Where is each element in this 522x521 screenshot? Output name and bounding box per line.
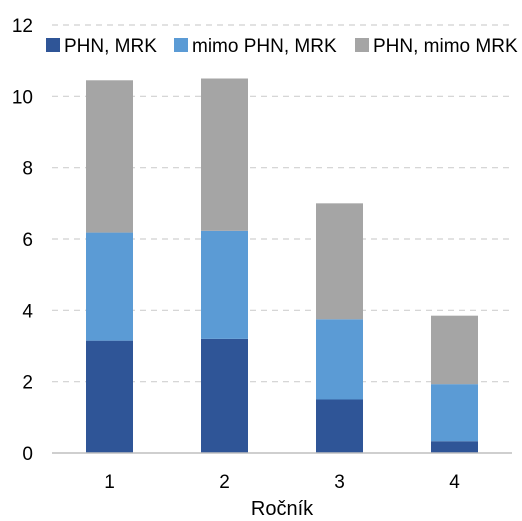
bar-segment [431,384,478,442]
y-tick-label: 0 [22,444,33,465]
legend-label: PHN, MRK [64,36,157,57]
x-tick-labels: 1 2 3 4 [104,472,460,493]
legend-item: mimo PHN, MRK [174,36,337,57]
bars [86,78,478,453]
bar-segment [431,315,478,385]
bar-segment [316,399,363,453]
bar-segment [86,340,133,453]
y-tick-label: 6 [22,230,33,251]
bar-segment [86,80,133,233]
bar-segment [201,78,248,231]
bar-segment [201,338,248,453]
y-tick-label: 2 [22,373,33,394]
legend-label: mimo PHN, MRK [192,36,337,57]
x-tick-label: 4 [449,472,460,493]
x-tick-label: 2 [219,472,230,493]
bar-segment [316,203,363,320]
x-tick-label: 3 [334,472,345,493]
y-tick-label: 4 [22,301,33,322]
y-tick-labels: 0 2 4 6 8 10 12 [12,16,34,465]
legend-swatch [46,38,60,52]
y-tick-label: 12 [12,16,33,37]
legend-label: PHN, mimo MRK [373,36,518,57]
legend-swatch [355,38,369,52]
x-axis-title: Ročník [251,498,314,520]
legend: PHN, MRK mimo PHN, MRK PHN, mimo MRK [46,36,518,57]
bar-segment [201,230,248,339]
legend-item: PHN, MRK [46,36,157,57]
legend-item: PHN, mimo MRK [355,36,518,57]
bar-segment [431,441,478,453]
bar-segment [86,232,133,341]
bar-segment [316,319,363,400]
x-tick-label: 1 [104,472,115,493]
y-tick-label: 10 [12,87,33,108]
y-tick-label: 8 [22,159,33,180]
legend-swatch [174,38,188,52]
